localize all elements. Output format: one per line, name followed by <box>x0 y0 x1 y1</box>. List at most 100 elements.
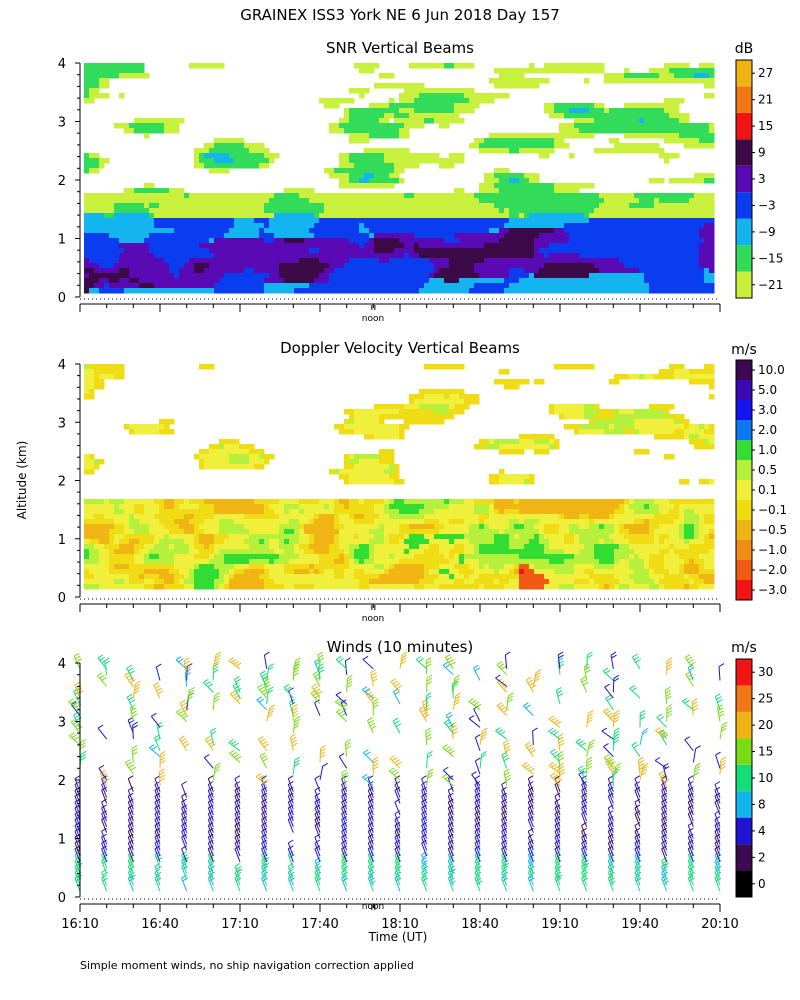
velocity-cell <box>134 554 140 560</box>
velocity-cell <box>104 584 110 590</box>
snr-cell <box>454 153 460 159</box>
snr-cell <box>499 78 505 84</box>
snr-cell <box>269 153 275 159</box>
snr-cell <box>429 223 435 229</box>
velocity-cell <box>354 524 360 530</box>
snr-cell <box>424 233 430 239</box>
snr-cell <box>469 228 475 234</box>
snr-cell <box>159 198 165 204</box>
snr-cell <box>639 283 645 289</box>
snr-cell <box>549 103 555 109</box>
snr-cell <box>214 158 220 164</box>
snr-cell <box>624 198 630 204</box>
snr-cell <box>399 278 405 284</box>
snr-cell <box>494 178 500 184</box>
snr-cell <box>339 253 345 259</box>
snr-cell <box>429 288 435 294</box>
snr-cell <box>294 273 300 279</box>
snr-cell <box>169 263 175 269</box>
velocity-cell <box>329 519 335 525</box>
snr-cell <box>544 268 550 274</box>
snr-cell <box>234 218 240 224</box>
velocity-cell <box>154 579 160 585</box>
snr-cell <box>419 108 425 114</box>
snr-cell <box>384 203 390 209</box>
snr-cell <box>229 263 235 269</box>
velocity-cell <box>119 554 125 560</box>
velocity-cell <box>349 479 355 485</box>
snr-cell <box>684 213 690 219</box>
snr-cell <box>444 243 450 249</box>
snr-cell <box>699 228 705 234</box>
snr-cell <box>299 253 305 259</box>
snr-cell <box>429 98 435 104</box>
snr-cell <box>194 238 200 244</box>
velocity-cell <box>294 524 300 530</box>
snr-cell <box>364 198 370 204</box>
snr-cell <box>419 88 425 94</box>
snr-cell <box>224 223 230 229</box>
velocity-cell <box>334 514 340 520</box>
snr-cell <box>169 273 175 279</box>
snr-cell <box>494 83 500 89</box>
snr-cell <box>269 228 275 234</box>
velocity-cell <box>239 579 245 585</box>
velocity-cell <box>99 519 105 525</box>
snr-cell <box>559 128 565 134</box>
snr-cell <box>634 283 640 289</box>
snr-cell <box>539 278 545 284</box>
velocity-cell <box>124 509 130 515</box>
snr-cell <box>479 268 485 274</box>
snr-cell <box>469 93 475 99</box>
velocity-cell <box>319 539 325 545</box>
velocity-cell <box>274 534 280 540</box>
snr-cell <box>234 243 240 249</box>
velocity-cell <box>304 534 310 540</box>
velocity-cell <box>89 504 95 510</box>
snr-cell <box>419 63 425 69</box>
snr-cell <box>564 208 570 214</box>
snr-cell <box>254 203 260 209</box>
snr-cell <box>89 223 95 229</box>
snr-cell <box>384 243 390 249</box>
snr-cell <box>509 188 515 194</box>
snr-cell <box>294 218 300 224</box>
velocity-cell <box>114 584 120 590</box>
snr-cell <box>629 278 635 284</box>
snr-cell <box>304 283 310 289</box>
snr-cell <box>369 113 375 119</box>
snr-cell <box>614 213 620 219</box>
snr-cell <box>199 263 205 269</box>
velocity-cell <box>219 584 225 590</box>
snr-cell <box>599 193 605 199</box>
snr-cell <box>694 138 700 144</box>
snr-cell <box>264 278 270 284</box>
snr-cell <box>194 253 200 259</box>
velocity-cell <box>314 564 320 570</box>
snr-cell <box>599 108 605 114</box>
snr-cell <box>224 168 230 174</box>
snr-cell <box>99 93 105 99</box>
snr-cell <box>589 213 595 219</box>
snr-cell <box>509 143 515 149</box>
snr-cell <box>484 213 490 219</box>
snr-cell <box>634 113 640 119</box>
velocity-cell <box>239 454 245 460</box>
snr-cell <box>504 283 510 289</box>
snr-cell <box>549 193 555 199</box>
snr-cell <box>279 278 285 284</box>
velocity-cell <box>209 539 215 545</box>
velocity-cell <box>99 569 105 575</box>
snr-cell <box>544 148 550 154</box>
snr-cell <box>329 233 335 239</box>
snr-cell <box>539 188 545 194</box>
snr-cell <box>94 283 100 289</box>
velocity-cell <box>269 499 275 505</box>
velocity-cell <box>154 569 160 575</box>
snr-cell <box>669 278 675 284</box>
snr-cell <box>634 248 640 254</box>
snr-cell <box>659 228 665 234</box>
snr-cell <box>369 168 375 174</box>
velocity-cell <box>84 529 90 535</box>
snr-cell <box>469 103 475 109</box>
